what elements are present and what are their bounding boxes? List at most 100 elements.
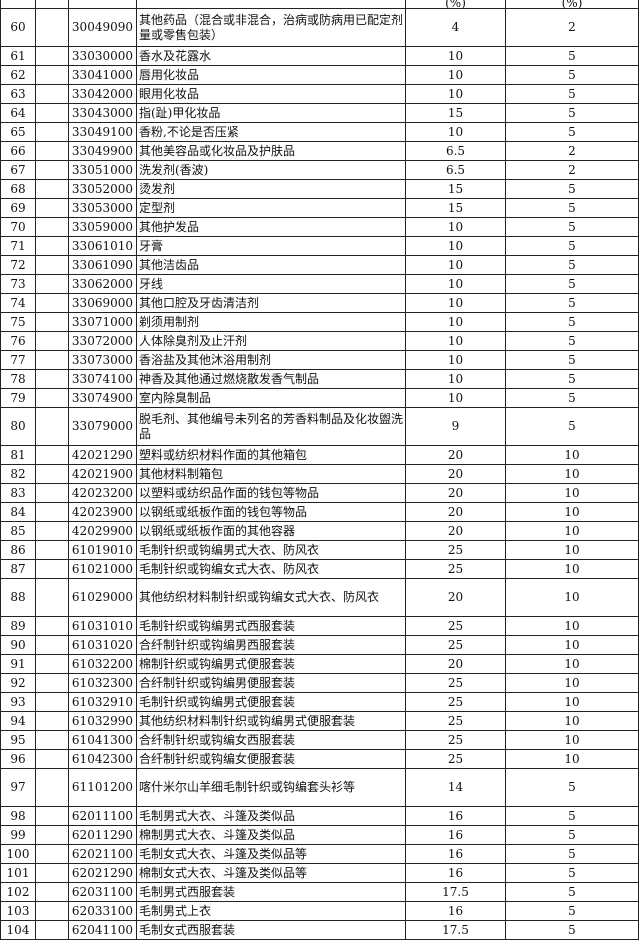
row-index: 75	[0, 312, 36, 332]
row-index: 64	[0, 103, 36, 123]
product-name: 塑料或纺织材料作面的其他箱包	[136, 445, 406, 465]
hs-code: 33030000	[68, 46, 137, 66]
row-index: 76	[0, 331, 36, 351]
blank-cell	[35, 46, 69, 66]
table-row: 101 62021290 棉制女式大衣、斗篷及类似品等 16 5	[0, 863, 639, 883]
rate-1: 25	[405, 673, 506, 693]
product-name: 香粉,不论是否压紧	[136, 122, 406, 142]
rate-2: 5	[505, 350, 639, 370]
row-index: 73	[0, 274, 36, 294]
table-row: 89 61031010 毛制针织或钩编男式西服套装 25 10	[0, 616, 639, 636]
rate-1: 25	[405, 616, 506, 636]
rate-1: 10	[405, 293, 506, 313]
row-index: 81	[0, 445, 36, 465]
rate-1: 6.5	[405, 141, 506, 161]
blank-cell	[35, 559, 69, 579]
hs-code: 42023900	[68, 502, 137, 522]
rate-1: 25	[405, 559, 506, 579]
rate-1: 10	[405, 217, 506, 237]
rate-1: 10	[405, 255, 506, 275]
blank-cell	[35, 920, 69, 940]
table-row: 64 33043000 指(趾)甲化妆品 15 5	[0, 103, 639, 123]
blank-cell	[35, 255, 69, 275]
table-row: 92 61032300 合纤制针织或钩编男便服套装 25 10	[0, 673, 639, 693]
product-name: 毛制针织或钩编女式大衣、防风衣	[136, 559, 406, 579]
rate-1: 20	[405, 502, 506, 522]
rate-1: 20	[405, 578, 506, 617]
row-index: 79	[0, 388, 36, 408]
blank-cell	[35, 483, 69, 503]
table-row: 66 33049900 其他美容品或化妆品及护肤品 6.5 2	[0, 141, 639, 161]
hs-code: 33053000	[68, 198, 137, 218]
rate-1: 15	[405, 179, 506, 199]
product-name: 其他护发品	[136, 217, 406, 237]
hs-code: 61032990	[68, 711, 137, 731]
table-row: 70 33059000 其他护发品 10 5	[0, 217, 639, 237]
rate-1: 6.5	[405, 160, 506, 180]
rate-2: 5	[505, 920, 639, 940]
blank-cell	[35, 141, 69, 161]
table-row: 88 61029000 其他纺织材料制针织或钩编女式大衣、防风衣 20 10	[0, 578, 639, 617]
table-row: 67 33051000 洗发剂(香波) 6.5 2	[0, 160, 639, 180]
rate-2: 5	[505, 46, 639, 66]
rate-1: 10	[405, 331, 506, 351]
rate-2: 5	[505, 217, 639, 237]
hs-code: 33069000	[68, 293, 137, 313]
header-cell	[35, 0, 69, 9]
table-row: 99 62011290 棉制男式大衣、斗篷及类似品 16 5	[0, 825, 639, 845]
hs-code: 33042000	[68, 84, 137, 104]
hs-code: 33052000	[68, 179, 137, 199]
table-row: 63 33042000 眼用化妆品 10 5	[0, 84, 639, 104]
product-name: 洗发剂(香波)	[136, 160, 406, 180]
hs-code: 33071000	[68, 312, 137, 332]
table-row: 97 61101200 喀什米尔山羊细毛制针织或钩编套头衫等 14 5	[0, 768, 639, 807]
hs-code: 62021290	[68, 863, 137, 883]
rate-2: 10	[505, 445, 639, 465]
hs-code: 61042300	[68, 749, 137, 769]
rate-1: 10	[405, 84, 506, 104]
row-index: 62	[0, 65, 36, 85]
row-index: 87	[0, 559, 36, 579]
product-name: 香浴盐及其他沐浴用制剂	[136, 350, 406, 370]
table-row: 94 61032990 其他纺织材料制针织或钩编男式便服套装 25 10	[0, 711, 639, 731]
row-index: 61	[0, 46, 36, 66]
rate-1: 10	[405, 122, 506, 142]
rate-2: 5	[505, 331, 639, 351]
table-row: 78 33074100 神香及其他通过燃烧散发香气制品 10 5	[0, 369, 639, 389]
hs-code: 33041000	[68, 65, 137, 85]
row-index: 68	[0, 179, 36, 199]
product-name: 以钢纸或纸板作面的其他容器	[136, 521, 406, 541]
rate-2: 5	[505, 844, 639, 864]
row-index: 89	[0, 616, 36, 636]
rate-2: 10	[505, 654, 639, 674]
table-row: 77 33073000 香浴盐及其他沐浴用制剂 10 5	[0, 350, 639, 370]
product-name: 合纤制针织或钩编女西服套装	[136, 730, 406, 750]
row-index: 86	[0, 540, 36, 560]
table-row: 71 33061010 牙膏 10 5	[0, 236, 639, 256]
blank-cell	[35, 901, 69, 921]
table-row: 68 33052000 烫发剂 15 5	[0, 179, 639, 199]
blank-cell	[35, 578, 69, 617]
hs-code: 61041300	[68, 730, 137, 750]
rate-2: 5	[505, 236, 639, 256]
row-index: 66	[0, 141, 36, 161]
product-name: 牙线	[136, 274, 406, 294]
product-name: 其他美容品或化妆品及护肤品	[136, 141, 406, 161]
rate-2: 10	[505, 559, 639, 579]
rate-1: 10	[405, 350, 506, 370]
product-name: 神香及其他通过燃烧散发香气制品	[136, 369, 406, 389]
rate-1: 16	[405, 901, 506, 921]
row-index: 71	[0, 236, 36, 256]
rate-2: 5	[505, 122, 639, 142]
product-name: 毛制针织或钩编男式便服套装	[136, 692, 406, 712]
rate-2: 5	[505, 768, 639, 807]
rate-2: 10	[505, 711, 639, 731]
blank-cell	[35, 312, 69, 332]
table-row: 80 33079000 脱毛剂、其他编号未列名的芳香料制品及化妆盥洗品 9 5	[0, 407, 639, 446]
hs-code: 30049090	[68, 8, 137, 47]
table-row: 96 61042300 合纤制针织或钩编女便服套装 25 10	[0, 749, 639, 769]
table-row: 73 33062000 牙线 10 5	[0, 274, 639, 294]
rate-1: 20	[405, 521, 506, 541]
row-index: 101	[0, 863, 36, 883]
rate-1: 25	[405, 730, 506, 750]
